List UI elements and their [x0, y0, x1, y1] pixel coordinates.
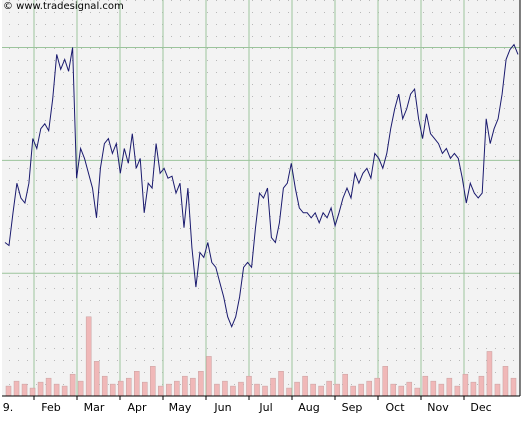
volume-bar — [174, 380, 180, 397]
volume-bar — [358, 383, 364, 397]
x-tick-label: Feb — [41, 401, 60, 414]
volume-bar — [134, 371, 140, 397]
volume-bar — [502, 366, 509, 397]
x-tick-label: Nov — [427, 401, 449, 414]
volume-bar — [510, 377, 517, 397]
x-tick-label: Aug — [298, 401, 319, 414]
volume-bar — [414, 387, 421, 397]
volume-bar — [101, 375, 108, 397]
volume-bar — [302, 375, 308, 397]
volume-bar — [214, 383, 220, 397]
volume-bar — [374, 377, 380, 397]
grid — [2, 0, 520, 400]
volume-bar — [270, 377, 276, 397]
volume-bar — [117, 380, 124, 397]
volume-bar — [85, 316, 92, 397]
volume-bar — [494, 383, 501, 397]
price-pane — [4, 43, 519, 329]
volume-bar — [45, 377, 52, 397]
volume-bar — [206, 356, 212, 397]
volume-bar — [198, 371, 204, 397]
volume-bar — [53, 383, 60, 397]
volume-bar — [222, 380, 228, 397]
volume-bar — [150, 366, 156, 397]
volume-bar — [398, 385, 405, 397]
x-tick-label: Sep — [342, 401, 363, 414]
volume-bar — [422, 375, 429, 397]
volume-bar — [350, 385, 356, 397]
volume-bar — [454, 385, 461, 397]
x-tick-label: 9. — [3, 401, 14, 414]
watermark: © www.tradesignal.com — [3, 1, 124, 12]
volume-bar — [190, 377, 196, 397]
volume-bar — [334, 383, 340, 397]
x-tick-label: Apr — [127, 401, 147, 414]
volume-bar — [462, 373, 469, 397]
volume-bar — [37, 381, 44, 397]
x-tick-label: Jun — [213, 401, 231, 414]
volume-bar — [470, 381, 477, 397]
volume-bar — [109, 383, 116, 397]
dot-grid — [2, 0, 520, 396]
volume-bar — [286, 387, 292, 397]
volume-bar — [366, 380, 372, 397]
x-tick-label: May — [169, 401, 192, 414]
volume-bar — [430, 380, 437, 397]
volume-bar — [310, 383, 316, 397]
volume-bar — [318, 385, 324, 397]
x-tick-label: Oct — [385, 401, 405, 414]
volume-bar — [166, 383, 172, 397]
volume-bar — [246, 375, 252, 397]
volume-bar — [254, 383, 260, 397]
volume-bar — [478, 375, 485, 397]
volume-bar — [342, 373, 348, 397]
volume-bar — [13, 380, 20, 397]
volume-bar — [486, 351, 493, 397]
volume-bar — [262, 385, 268, 397]
volume-bar — [158, 385, 164, 397]
volume-bar — [77, 380, 84, 397]
volume-bar — [326, 380, 332, 397]
volume-bar — [5, 385, 12, 397]
volume-bar — [61, 385, 68, 397]
x-tick-label: Dec — [470, 401, 491, 414]
x-tick-label: Jul — [258, 401, 272, 414]
volume-bar — [438, 383, 445, 397]
price-line — [4, 43, 519, 329]
volume-bar — [238, 381, 244, 397]
volume-bar — [278, 371, 284, 397]
volume-bar — [390, 383, 397, 397]
volume-bar — [294, 381, 300, 397]
volume-bar — [29, 387, 36, 397]
volume-bar — [21, 383, 28, 397]
volume-bar — [382, 366, 388, 397]
volume-bar — [93, 361, 100, 397]
volume-bar — [406, 381, 413, 397]
volume-bar — [230, 385, 236, 397]
volume-bar — [182, 375, 188, 397]
volume-bar — [69, 373, 76, 397]
volume-bar — [125, 377, 132, 397]
volume-bar — [142, 381, 148, 397]
volume-bar — [446, 377, 453, 397]
x-tick-label: Mar — [84, 401, 105, 414]
